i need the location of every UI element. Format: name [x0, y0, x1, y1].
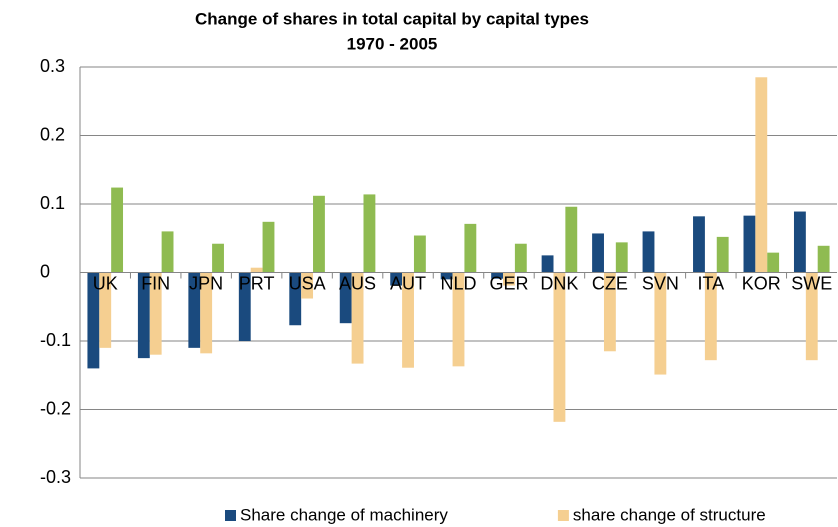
- y-tick-label: -0.3: [40, 467, 71, 487]
- bar: [149, 272, 162, 355]
- bar: [464, 223, 477, 273]
- x-tick-label: UK: [93, 273, 118, 293]
- bar: [188, 272, 201, 348]
- x-tick-label: ITA: [697, 273, 724, 293]
- bar: [603, 272, 616, 352]
- bar: [767, 252, 780, 273]
- x-tick-label: PRT: [239, 273, 275, 293]
- bar: [452, 272, 465, 367]
- bar: [642, 231, 655, 273]
- bar: [592, 233, 604, 273]
- y-tick-label: -0.1: [40, 330, 71, 350]
- bar: [99, 272, 112, 348]
- bar: [440, 272, 453, 280]
- bar: [716, 236, 729, 273]
- bar: [212, 243, 224, 273]
- y-tick-label: 0.3: [40, 56, 65, 76]
- bar: [301, 272, 314, 299]
- bar: [363, 194, 376, 273]
- legend-label: Share change of machinery: [240, 505, 448, 524]
- x-tick-label: FIN: [141, 273, 170, 293]
- x-tick-label: AUS: [339, 273, 376, 293]
- bar: [817, 245, 830, 273]
- bar: [553, 272, 566, 422]
- bar: [654, 272, 667, 375]
- y-tick-label: 0.2: [40, 124, 65, 144]
- bar: [137, 272, 150, 359]
- bar: [238, 272, 251, 341]
- x-tick-label: JPN: [189, 273, 223, 293]
- y-tick-label: -0.2: [40, 398, 71, 418]
- x-tick-label: KOR: [742, 273, 781, 293]
- x-tick-label: NLD: [440, 273, 476, 293]
- bar: [313, 195, 325, 273]
- bar: [541, 255, 554, 273]
- bar: [289, 272, 302, 326]
- bar: [743, 215, 756, 273]
- y-tick-label: 0: [40, 261, 50, 281]
- legend-swatch: [225, 510, 236, 521]
- bar: [402, 272, 414, 368]
- bar: [390, 272, 403, 286]
- bar: [704, 272, 717, 361]
- x-tick-label: USA: [289, 273, 326, 293]
- bar: [615, 242, 628, 273]
- bar: [755, 77, 768, 273]
- bar: [565, 206, 578, 273]
- x-tick-label: CZE: [592, 273, 628, 293]
- bar: [161, 231, 174, 273]
- bar: [693, 216, 705, 273]
- x-tick-label: SWE: [791, 273, 832, 293]
- bar: [339, 272, 352, 324]
- bar: [491, 272, 504, 279]
- legend-swatch: [557, 510, 569, 521]
- bar: [250, 267, 263, 273]
- x-tick-label: DNK: [540, 273, 578, 293]
- bar: [351, 272, 364, 364]
- bar: [805, 272, 818, 361]
- bar: [111, 187, 124, 273]
- bar: [413, 235, 426, 273]
- x-tick-label: AUT: [390, 273, 426, 293]
- chart-subtitle: 1970 - 2005: [347, 34, 438, 53]
- bar: [262, 221, 275, 273]
- x-tick-label: GER: [489, 273, 528, 293]
- bar: [793, 211, 806, 273]
- legend-label: share change of structure: [573, 505, 766, 524]
- bar: [514, 243, 527, 273]
- x-tick-label: SVN: [642, 273, 679, 293]
- y-tick-label: 0.1: [40, 193, 65, 213]
- bar: [200, 272, 213, 354]
- chart-title: Change of shares in total capital by cap…: [195, 9, 589, 28]
- bar: [503, 272, 515, 286]
- bar: [87, 272, 100, 369]
